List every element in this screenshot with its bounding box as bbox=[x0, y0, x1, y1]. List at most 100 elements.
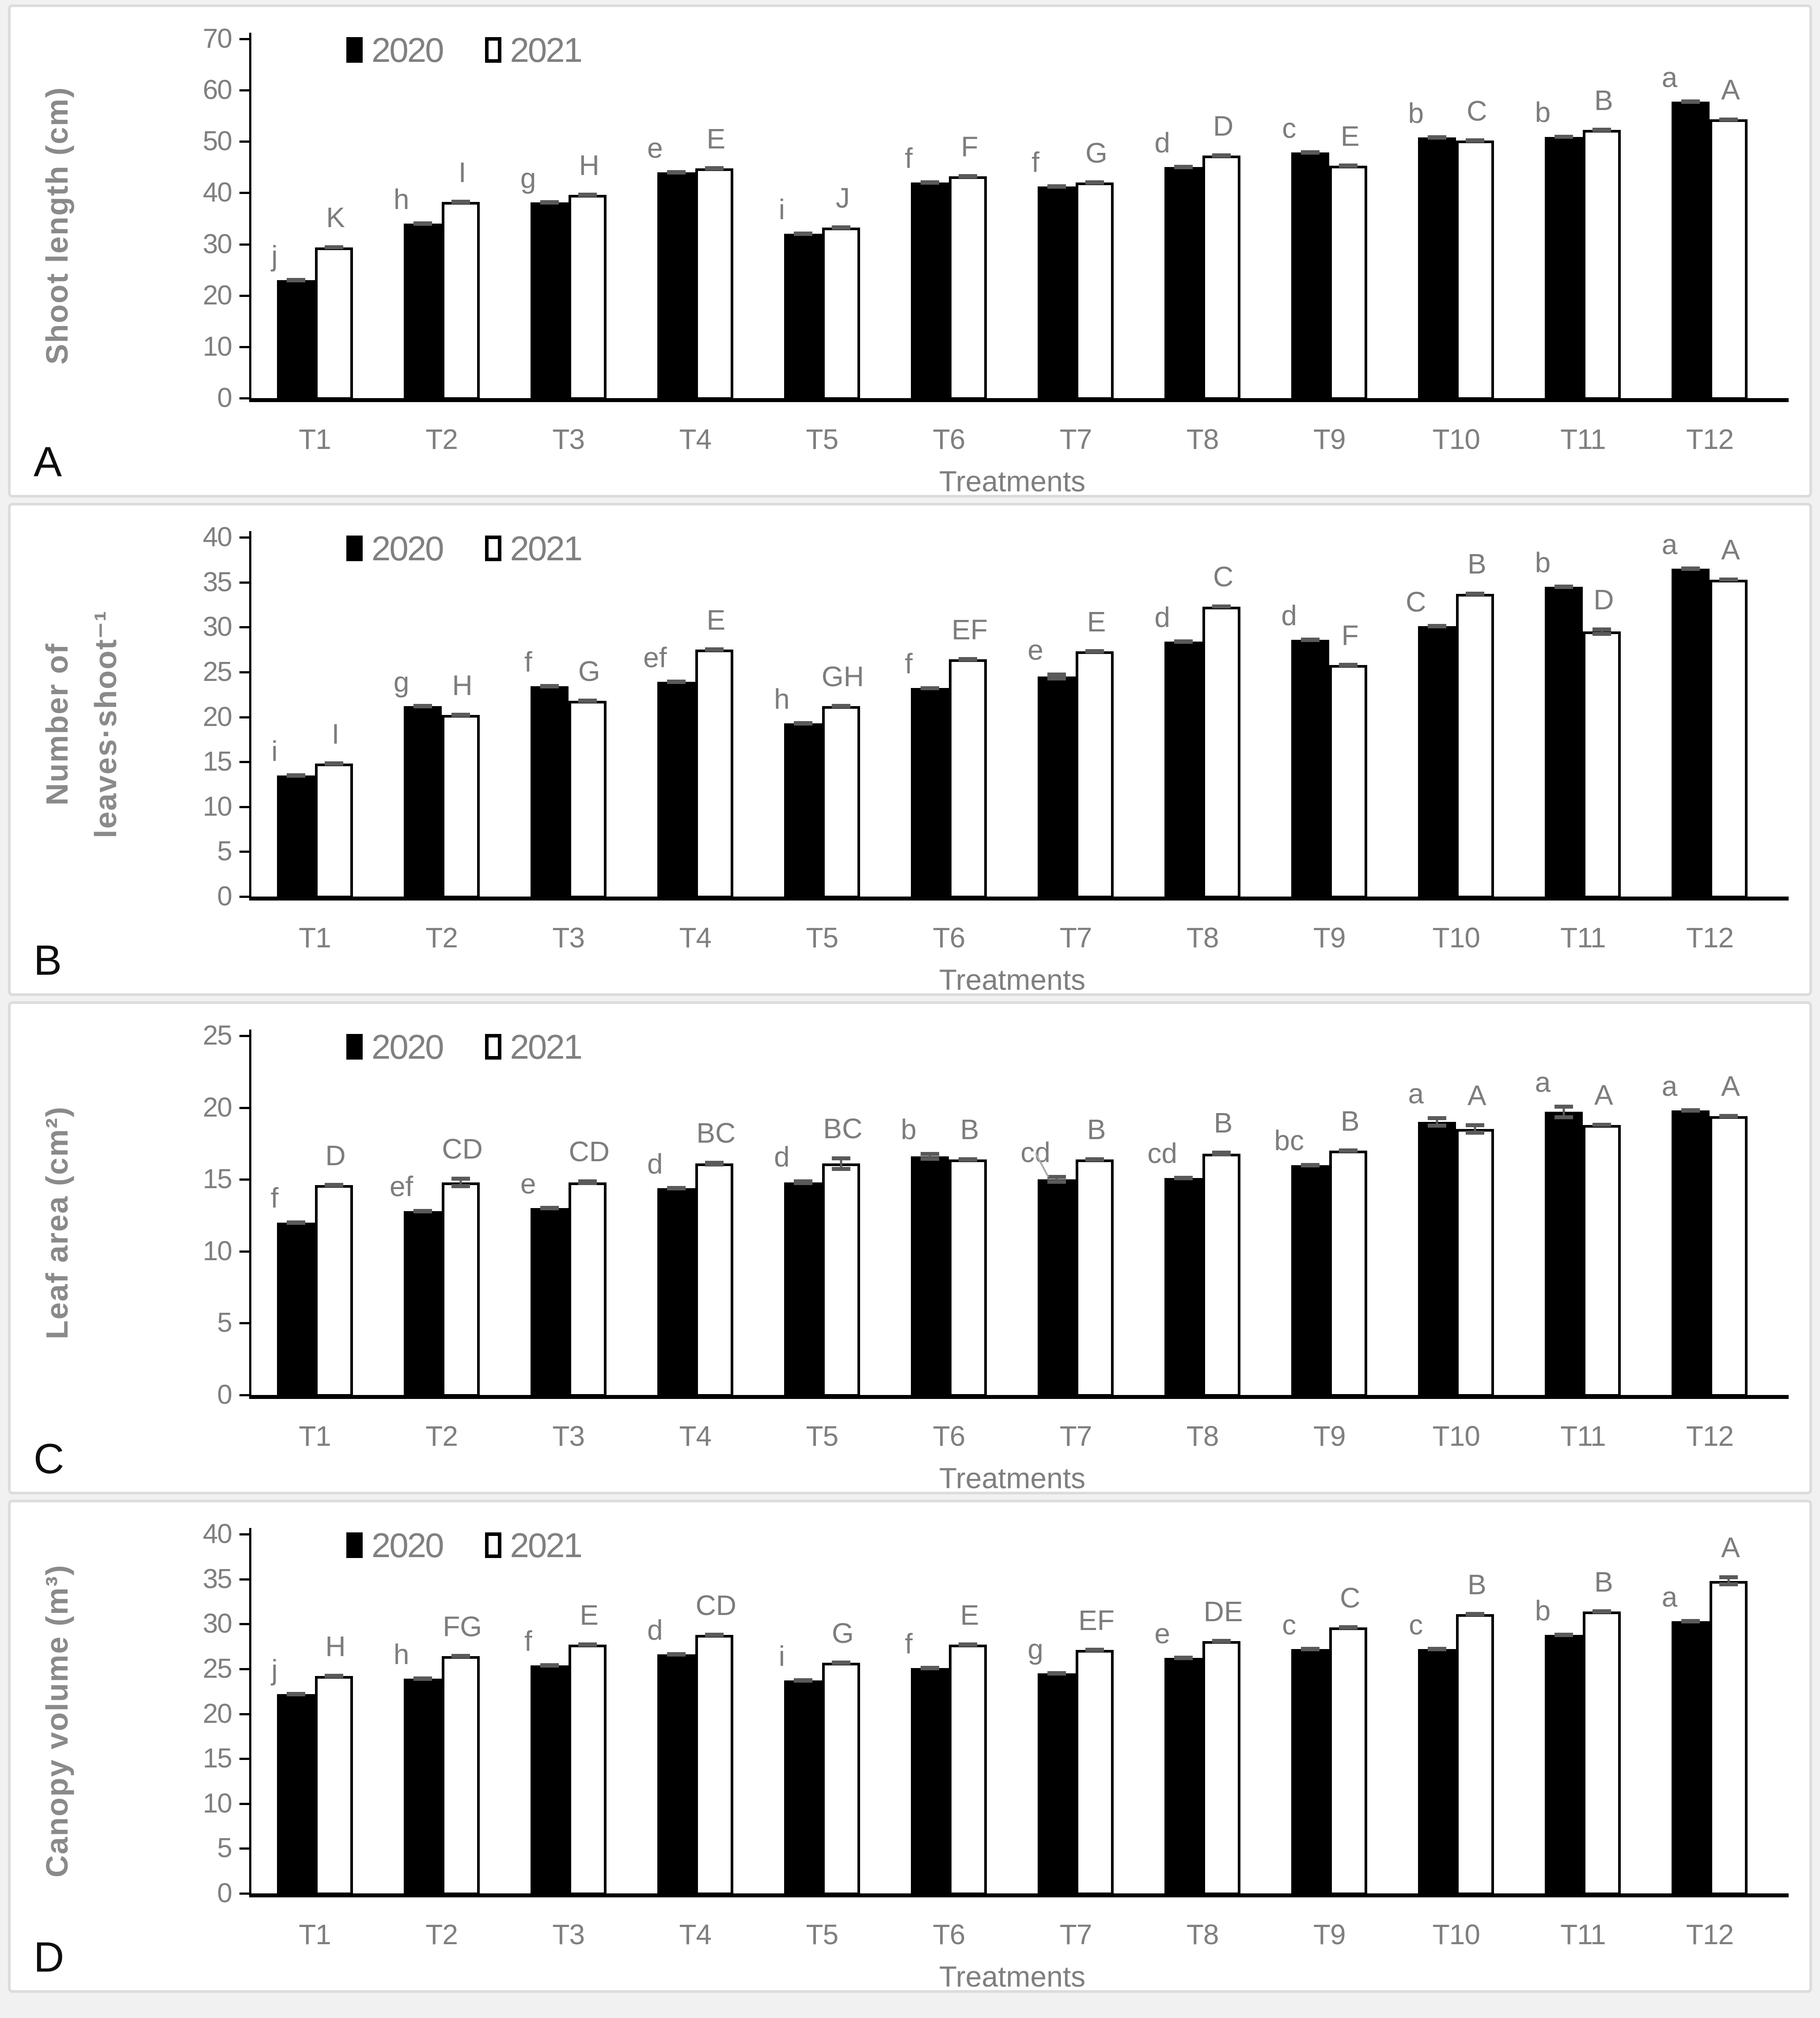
bar-2021-T12[interactable] bbox=[1710, 1581, 1748, 1895]
bar-2021-T8[interactable] bbox=[1202, 1641, 1241, 1895]
bar-2021-T11[interactable] bbox=[1583, 631, 1621, 898]
bar-2020-T7[interactable] bbox=[1038, 1179, 1076, 1397]
bar-2021-T10[interactable] bbox=[1456, 1129, 1494, 1397]
bar-2021-T7[interactable] bbox=[1076, 182, 1114, 400]
legend-item-2021[interactable]: 2021 bbox=[485, 1528, 583, 1562]
bar-2020-T4[interactable] bbox=[657, 1188, 695, 1397]
bar-2021-T3[interactable] bbox=[568, 1182, 607, 1397]
bar-2020-T1[interactable] bbox=[277, 1694, 315, 1895]
bar-2020-T11[interactable] bbox=[1545, 137, 1583, 400]
bar-2020-T9[interactable] bbox=[1291, 639, 1330, 898]
bar-2020-T7[interactable] bbox=[1038, 186, 1076, 400]
bar-2020-T11[interactable] bbox=[1545, 586, 1583, 898]
bar-2020-T8[interactable] bbox=[1164, 1658, 1203, 1895]
bar-2020-T2[interactable] bbox=[403, 1211, 442, 1397]
bar-2021-T2[interactable] bbox=[441, 1656, 480, 1895]
bar-2021-T8[interactable] bbox=[1202, 606, 1241, 898]
bar-2021-T9[interactable] bbox=[1329, 1627, 1368, 1895]
bar-2021-T5[interactable] bbox=[822, 1662, 860, 1895]
bar-2021-T10[interactable] bbox=[1456, 594, 1494, 898]
bar-2020-T5[interactable] bbox=[784, 1680, 822, 1895]
bar-2020-T5[interactable] bbox=[784, 723, 822, 898]
bar-2021-T2[interactable] bbox=[441, 715, 480, 898]
bar-2020-T11[interactable] bbox=[1545, 1634, 1583, 1895]
bar-2020-T8[interactable] bbox=[1164, 1178, 1203, 1397]
bar-2020-T5[interactable] bbox=[784, 234, 822, 400]
bar-2020-T12[interactable] bbox=[1672, 569, 1710, 898]
bar-2020-T2[interactable] bbox=[403, 1679, 442, 1895]
bar-2020-T5[interactable] bbox=[784, 1182, 822, 1397]
bar-2020-T3[interactable] bbox=[530, 686, 569, 898]
bar-2021-T5[interactable] bbox=[822, 228, 860, 400]
bar-2020-T3[interactable] bbox=[530, 202, 569, 400]
bar-2021-T6[interactable] bbox=[948, 659, 987, 898]
bar-2021-T1[interactable] bbox=[315, 1185, 353, 1397]
bar-2020-T2[interactable] bbox=[403, 706, 442, 898]
bar-2021-T7[interactable] bbox=[1076, 1159, 1114, 1397]
bar-2020-T6[interactable] bbox=[910, 1156, 949, 1397]
bar-2020-T12[interactable] bbox=[1672, 101, 1710, 400]
bar-2020-T6[interactable] bbox=[910, 182, 949, 400]
bar-2021-T12[interactable] bbox=[1710, 1116, 1748, 1397]
bar-2021-T11[interactable] bbox=[1583, 1125, 1621, 1397]
bar-2021-T1[interactable] bbox=[315, 1676, 353, 1895]
legend-item-2021[interactable]: 2021 bbox=[485, 531, 583, 566]
bar-2020-T7[interactable] bbox=[1038, 1673, 1076, 1895]
bar-2020-T10[interactable] bbox=[1418, 137, 1456, 400]
bar-2020-T1[interactable] bbox=[277, 1222, 315, 1397]
bar-2021-T9[interactable] bbox=[1329, 665, 1368, 898]
bar-2020-T9[interactable] bbox=[1291, 1165, 1330, 1397]
bar-2021-T7[interactable] bbox=[1076, 651, 1114, 898]
bar-2020-T3[interactable] bbox=[530, 1665, 569, 1895]
bar-2020-T10[interactable] bbox=[1418, 1122, 1456, 1397]
bar-2021-T10[interactable] bbox=[1456, 140, 1494, 400]
bar-2021-T4[interactable] bbox=[695, 168, 733, 400]
bar-2021-T9[interactable] bbox=[1329, 165, 1368, 400]
bar-2021-T7[interactable] bbox=[1076, 1650, 1114, 1895]
bar-2021-T6[interactable] bbox=[948, 1159, 987, 1397]
bar-2020-T7[interactable] bbox=[1038, 676, 1076, 898]
bar-2021-T5[interactable] bbox=[822, 706, 860, 898]
bar-2021-T12[interactable] bbox=[1710, 119, 1748, 400]
bar-2020-T12[interactable] bbox=[1672, 1621, 1710, 1895]
bar-2021-T4[interactable] bbox=[695, 1163, 733, 1397]
bar-2020-T9[interactable] bbox=[1291, 1649, 1330, 1895]
bar-2020-T12[interactable] bbox=[1672, 1110, 1710, 1397]
bar-2021-T2[interactable] bbox=[441, 202, 480, 400]
bar-2021-T6[interactable] bbox=[948, 1644, 987, 1895]
bar-2021-T1[interactable] bbox=[315, 764, 353, 898]
bar-2020-T1[interactable] bbox=[277, 775, 315, 898]
bar-2021-T2[interactable] bbox=[441, 1182, 480, 1397]
bar-2020-T6[interactable] bbox=[910, 1668, 949, 1895]
bar-2021-T9[interactable] bbox=[1329, 1151, 1368, 1397]
bar-2020-T8[interactable] bbox=[1164, 167, 1203, 400]
legend-item-2020[interactable]: 2020 bbox=[346, 1030, 444, 1064]
legend-item-2020[interactable]: 2020 bbox=[346, 33, 444, 67]
bar-2020-T6[interactable] bbox=[910, 688, 949, 898]
bar-2021-T8[interactable] bbox=[1202, 155, 1241, 400]
bar-2021-T10[interactable] bbox=[1456, 1614, 1494, 1895]
bar-2021-T4[interactable] bbox=[695, 650, 733, 898]
bar-2021-T5[interactable] bbox=[822, 1163, 860, 1397]
legend-item-2021[interactable]: 2021 bbox=[485, 33, 583, 67]
bar-2021-T6[interactable] bbox=[948, 176, 987, 400]
bar-2021-T3[interactable] bbox=[568, 700, 607, 898]
bar-2021-T3[interactable] bbox=[568, 195, 607, 400]
bar-2020-T10[interactable] bbox=[1418, 1649, 1456, 1895]
bar-2020-T2[interactable] bbox=[403, 224, 442, 400]
bar-2021-T3[interactable] bbox=[568, 1644, 607, 1895]
bar-2020-T4[interactable] bbox=[657, 1654, 695, 1895]
bar-2020-T11[interactable] bbox=[1545, 1112, 1583, 1397]
bar-2020-T8[interactable] bbox=[1164, 641, 1203, 898]
legend-item-2020[interactable]: 2020 bbox=[346, 1528, 444, 1562]
bar-2020-T1[interactable] bbox=[277, 280, 315, 400]
legend-item-2021[interactable]: 2021 bbox=[485, 1030, 583, 1064]
bar-2020-T10[interactable] bbox=[1418, 626, 1456, 898]
bar-2021-T11[interactable] bbox=[1583, 129, 1621, 400]
bar-2021-T12[interactable] bbox=[1710, 579, 1748, 898]
bar-2020-T9[interactable] bbox=[1291, 152, 1330, 400]
bar-2021-T1[interactable] bbox=[315, 247, 353, 400]
bar-2021-T11[interactable] bbox=[1583, 1611, 1621, 1895]
legend-item-2020[interactable]: 2020 bbox=[346, 531, 444, 566]
bar-2021-T8[interactable] bbox=[1202, 1153, 1241, 1397]
